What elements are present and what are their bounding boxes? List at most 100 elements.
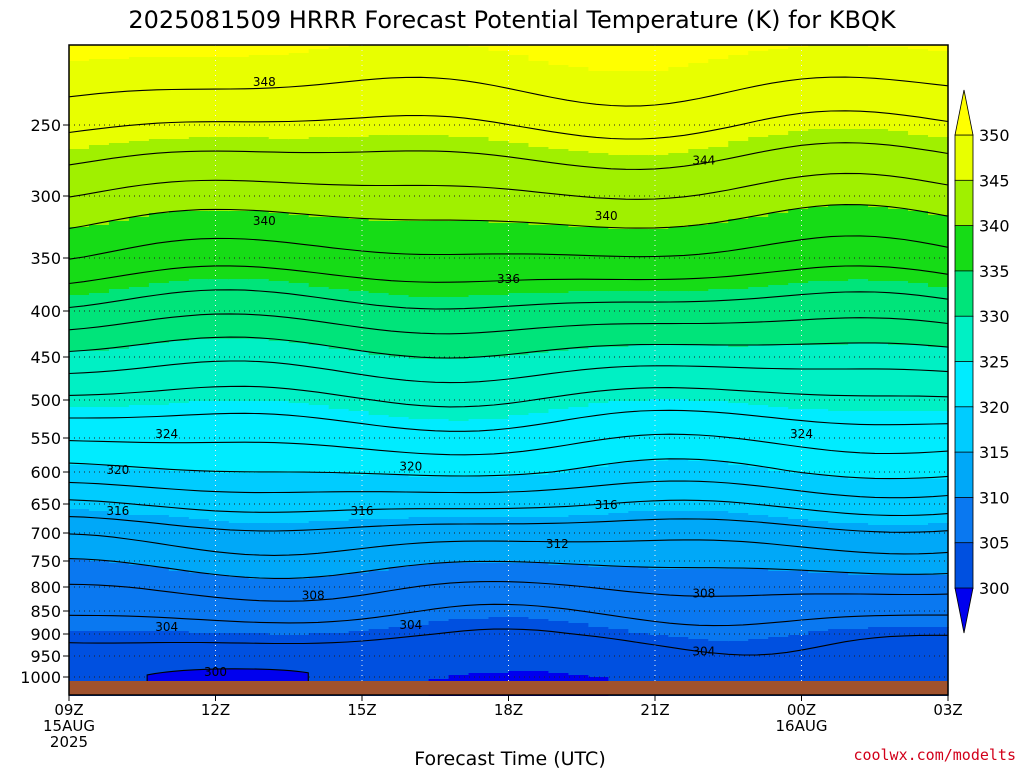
fill-cell (828, 205, 849, 282)
fill-cell (228, 57, 250, 138)
fill-cell (548, 293, 570, 352)
fill-cell (488, 357, 510, 420)
fill-cell (728, 569, 749, 642)
fill-cell (908, 479, 929, 526)
fill-cell (268, 139, 290, 214)
fill-cell (108, 631, 130, 696)
fill-cell (788, 283, 809, 346)
fill-cell (548, 409, 570, 474)
fill-cell (168, 517, 190, 572)
fill-cell (548, 473, 570, 518)
fill-cell (69, 149, 90, 228)
fill-cell (368, 415, 390, 476)
fill-cell (548, 65, 570, 150)
fill-cell (188, 137, 210, 212)
colorbar-segment (954, 134, 974, 182)
colorbar-segment (954, 270, 974, 318)
fill-cell (528, 147, 550, 226)
fill-cell (348, 631, 370, 696)
fill-cell (88, 631, 110, 696)
fill-cell (808, 281, 829, 346)
fill-cell (528, 413, 550, 476)
fill-cell (828, 345, 849, 412)
fill-cell (908, 411, 929, 480)
fill-cell (828, 129, 849, 206)
y-tick-label: 550 (30, 429, 61, 448)
fill-cell (588, 153, 609, 228)
fill-cell (468, 619, 490, 674)
colorbar-label: 300 (979, 579, 1010, 598)
fill-cell (308, 45, 330, 50)
fill-cell (428, 419, 450, 478)
fill-cell (788, 209, 809, 284)
y-tick-label: 1000 (20, 668, 61, 687)
fill-cell (608, 463, 629, 514)
fill-cell (188, 279, 210, 340)
fill-cell (668, 291, 689, 346)
fill-cell (828, 411, 849, 478)
fill-cell (508, 355, 530, 416)
fill-cell (88, 45, 110, 60)
fill-cell (408, 45, 430, 136)
fill-cell (688, 569, 709, 640)
fill-cell (768, 49, 789, 136)
fill-cell (928, 479, 949, 524)
y-tick-label: 850 (30, 602, 61, 621)
fill-cell (328, 575, 350, 634)
fill-cell (288, 283, 310, 344)
fill-cell (628, 567, 649, 634)
fill-cell (448, 45, 470, 138)
theta-contours (68, 76, 949, 685)
x-tick-label: 09Z (54, 701, 83, 719)
plot-area: 348 344 340 340 336 324 324 320 320 316 316 316 312 3… (68, 44, 949, 696)
fill-cell (608, 291, 629, 348)
fill-cell (648, 635, 669, 696)
fill-cell (688, 401, 709, 462)
fill-cell (308, 137, 330, 218)
fill-cell (648, 461, 669, 512)
fill-cell (528, 563, 550, 620)
fill-cell (408, 625, 430, 696)
fill-cell (488, 141, 510, 224)
fill-cell (888, 411, 909, 480)
fill-cell (508, 517, 530, 564)
fill-cell (428, 221, 450, 298)
fill-cell (388, 295, 410, 358)
fill-cell (168, 571, 190, 632)
fill-cell (248, 55, 270, 138)
fill-cell (348, 411, 370, 476)
fill-cell (348, 291, 370, 352)
fill-cell (928, 287, 949, 348)
y-tick-label: 500 (30, 391, 61, 410)
colorbar-label: 310 (979, 488, 1010, 507)
fill-cell (69, 559, 90, 632)
fill-cell (69, 61, 90, 150)
colorbar-label: 320 (979, 398, 1010, 417)
fill-cell (428, 517, 450, 564)
colorbar-segment (954, 406, 974, 453)
fill-cell (768, 285, 789, 346)
fill-cell (608, 229, 629, 292)
fill-cell (288, 473, 310, 524)
fill-cell (228, 45, 250, 58)
fill-cell (388, 221, 410, 296)
fill-cell (788, 45, 809, 48)
fill-cell (868, 45, 889, 48)
fill-cell (448, 563, 470, 620)
fill-cell (648, 399, 669, 462)
fill-cell (928, 51, 949, 138)
fill-cell (868, 525, 889, 576)
contour-label: 312 (546, 537, 569, 551)
fill-cell (568, 469, 590, 516)
fill-cell (688, 461, 709, 512)
fill-cell (808, 129, 829, 208)
fill-cell (868, 627, 889, 696)
fill-cell (288, 343, 310, 404)
contour-label: 320 (106, 463, 129, 477)
contour-340 (68, 204, 949, 230)
fill-cell (228, 523, 250, 578)
fill-cell (748, 51, 769, 138)
fill-cell (908, 627, 929, 696)
fill-cell (228, 473, 250, 524)
contour-label: 304 (155, 620, 178, 634)
